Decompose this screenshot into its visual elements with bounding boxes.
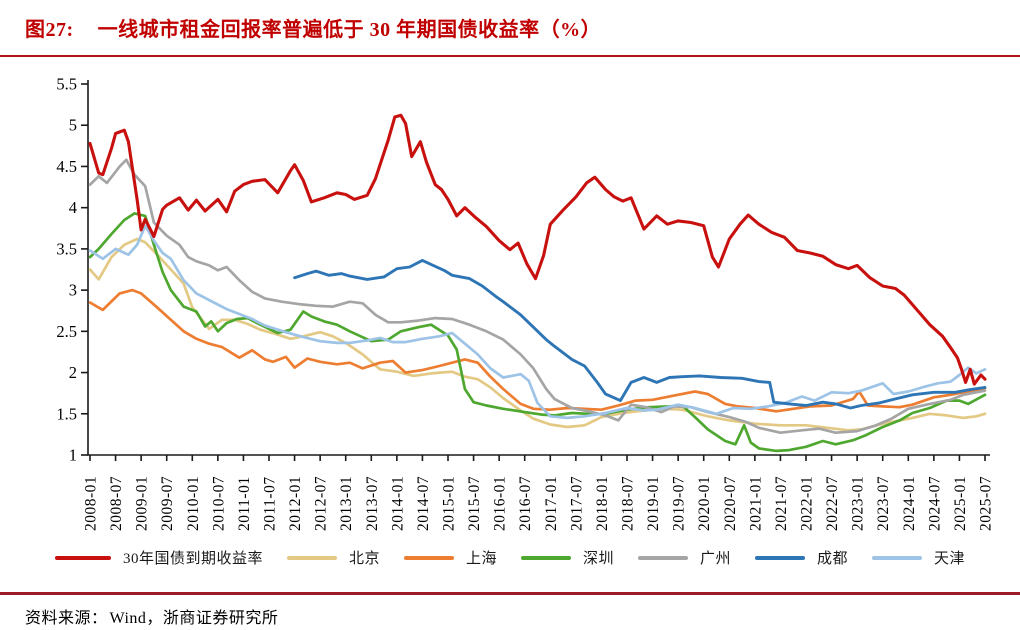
x-axis-label: 2022-01: [799, 476, 816, 531]
series-line-5: [293, 258, 987, 410]
x-axis-label: 2021-07: [773, 476, 790, 531]
legend-label-5: 成都: [817, 551, 849, 567]
legend-item-0: 30年国债到期收益率: [54, 547, 263, 568]
x-axis-label: 2016-07: [517, 476, 534, 531]
x-axis-label: 2010-01: [185, 476, 202, 531]
bottom-rule: [0, 592, 1020, 595]
x-axis-label: 2010-07: [210, 476, 227, 531]
legend-item-5: 成都: [755, 547, 848, 568]
y-axis-label: 1: [69, 446, 77, 465]
x-axis-label: 2015-01: [441, 476, 458, 531]
x-axis-label: 2020-07: [722, 476, 739, 531]
x-axis-label: 2013-01: [338, 476, 355, 531]
x-axis-label: 2008-07: [108, 476, 125, 531]
legend-swatch-6: [872, 555, 923, 560]
source-text: Wind，浙商证券研究所: [109, 610, 279, 627]
y-axis-label: 4: [69, 198, 77, 217]
x-axis-label: 2016-01: [492, 476, 509, 531]
legend-label-0: 30年国债到期收益率: [122, 551, 263, 567]
source-line: 资料来源： Wind，浙商证券研究所: [25, 604, 278, 628]
x-axis-label: 2014-07: [415, 476, 432, 531]
y-axis-label: 5.5: [56, 75, 77, 94]
chart-canvas: 5.5 5 4.5 4 3.5 3 2.5 2 1.5 1 2008-01 2008-07 2009-0…: [56, 75, 995, 532]
legend-label-3: 深圳: [582, 551, 614, 567]
figure-number: 图27:: [25, 19, 74, 41]
title-underline: [0, 55, 1020, 57]
legend-item-3: 深圳: [520, 547, 614, 568]
legend-swatch-0: [54, 555, 111, 560]
x-axis-label: 2025-07: [978, 476, 995, 531]
x-axis-label: 2009-07: [159, 476, 176, 531]
x-axis-label: 2015-07: [466, 476, 483, 531]
x-axis-label: 2019-01: [645, 476, 662, 531]
x-axis-label: 2012-01: [287, 476, 304, 531]
figure-title: 图27: 一线城市租金回报率普遍低于 30 年期国债收益率（%）: [25, 13, 1000, 42]
y-axis-label: 3: [69, 281, 77, 300]
x-axis-label: 2008-01: [83, 476, 100, 531]
series-line-3: [88, 212, 987, 453]
legend-item-1: 北京: [286, 547, 380, 568]
x-axis-label: 2017-01: [543, 476, 560, 531]
legend-swatch-3: [520, 555, 571, 560]
x-axis-label: 2019-07: [671, 476, 688, 531]
legend-label-1: 北京: [348, 551, 380, 567]
x-axis-label: 2021-01: [747, 476, 764, 531]
series-line-6: [88, 224, 987, 420]
x-axis-label: 2023-01: [850, 476, 867, 531]
legend-item-2: 上海: [403, 547, 497, 568]
legend-swatch-2: [403, 555, 454, 560]
x-axis-label: 2018-01: [594, 476, 611, 531]
y-axis-label: 3.5: [56, 239, 77, 258]
chart-legend: 30年国债到期收益率 北京 上海 深圳 广州 成都 天津: [0, 547, 1020, 568]
legend-label-6: 天津: [934, 551, 966, 567]
x-axis-label: 2013-07: [364, 476, 381, 531]
x-axis-label: 2020-01: [696, 476, 713, 531]
x-axis-label: 2011-01: [236, 476, 253, 531]
x-axis-label: 2024-01: [901, 476, 918, 531]
x-axis-label: 2018-07: [620, 476, 637, 531]
series-line-2: [88, 288, 987, 413]
x-axis-label: 2011-07: [262, 476, 279, 531]
x-axis-label: 2024-07: [926, 476, 943, 531]
legend-label-2: 上海: [465, 551, 497, 567]
legend-item-4: 广州: [638, 547, 731, 568]
legend-item-6: 天津: [872, 547, 965, 568]
x-axis-label: 2009-01: [134, 476, 151, 531]
y-axis-label: 4.5: [56, 157, 77, 176]
x-axis-label: 2022-07: [824, 476, 841, 531]
series-line-0: [88, 113, 987, 386]
legend-swatch-1: [286, 555, 337, 560]
legend-swatch-4: [638, 555, 688, 560]
y-axis-label: 5: [69, 116, 77, 135]
series-line-4: [88, 158, 987, 435]
x-axis-label: 2014-01: [389, 476, 406, 531]
figure-title-text: 一线城市租金回报率普遍低于 30 年期国债收益率（%）: [97, 19, 602, 41]
x-axis-label: 2017-07: [568, 476, 585, 531]
y-axis-label: 2.5: [56, 322, 77, 341]
y-axis-label: 1.5: [56, 404, 77, 423]
x-axis-label: 2012-07: [313, 476, 330, 531]
x-axis-label: 2023-07: [875, 476, 892, 531]
source-label: 资料来源：: [25, 610, 108, 627]
legend-swatch-5: [755, 555, 806, 560]
y-axis-label: 2: [69, 363, 77, 382]
legend-label-4: 广州: [700, 551, 732, 567]
x-axis-label: 2025-01: [952, 476, 969, 531]
